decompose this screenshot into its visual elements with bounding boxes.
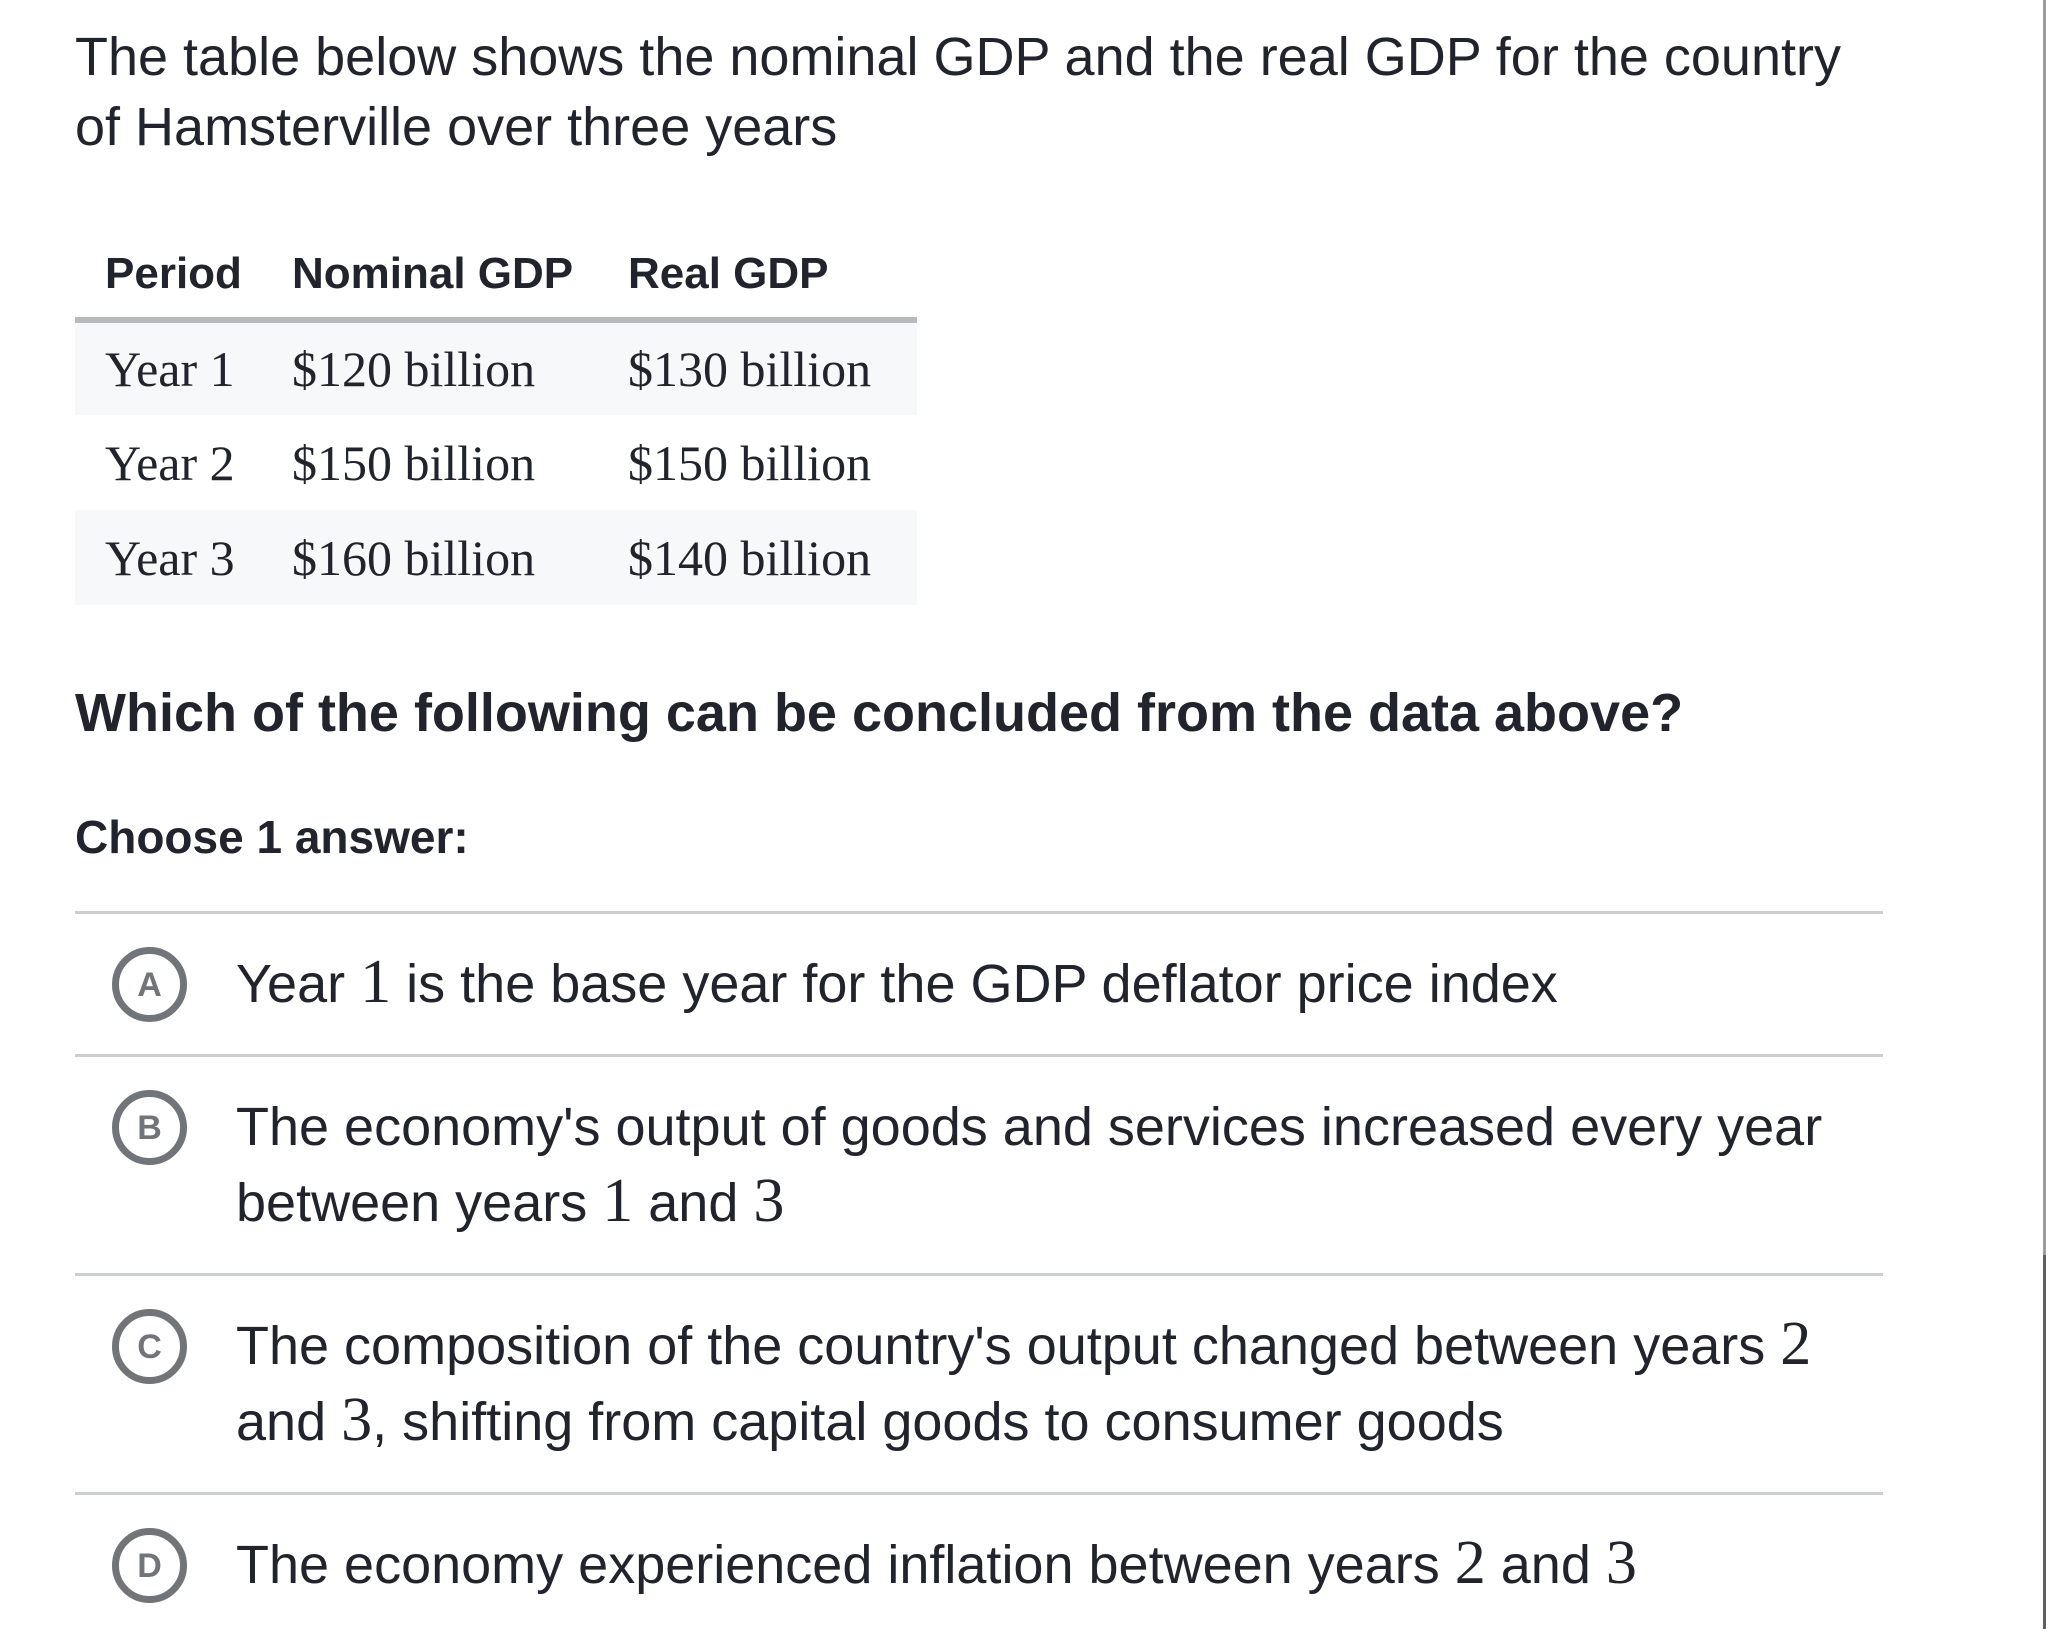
- option-letter: B: [137, 1108, 162, 1147]
- scrollbar-thumb[interactable]: [2043, 1255, 2046, 1629]
- math-number: 1: [360, 948, 392, 1016]
- table-row-year-3: Year 3 $160 billion $140 billion: [75, 510, 917, 605]
- cell-real-gdp: $140 billion: [628, 529, 872, 586]
- cell-period: Year 1: [105, 341, 235, 397]
- math-number: 3: [753, 1167, 785, 1235]
- cell-nominal-gdp: $150 billion: [292, 434, 536, 491]
- option-letter: A: [137, 965, 162, 1004]
- radio-circle-d[interactable]: D: [112, 1528, 187, 1603]
- cell-period: Year 2: [105, 434, 235, 491]
- column-header-period: Period: [75, 236, 262, 323]
- scrollbar-track[interactable]: [2043, 0, 2046, 1629]
- cell-period: Year 3: [105, 529, 235, 586]
- intro-line-2: of Hamsterville over three years: [75, 97, 838, 157]
- math-number: 1: [602, 1167, 634, 1235]
- answer-option-d[interactable]: D The economy experienced inflation betw…: [75, 1492, 1883, 1635]
- option-text: The economy experienced inflation betwee…: [236, 1529, 1637, 1597]
- column-header-real-gdp: Real GDP: [598, 236, 917, 323]
- gdp-table-header-row: Period Nominal GDP Real GDP: [75, 236, 917, 323]
- math-number: 2: [1780, 1310, 1812, 1378]
- math-number: 3: [341, 1386, 373, 1454]
- option-text: Year 1 is the base year for the GDP defl…: [236, 948, 1558, 1016]
- math-number: 2: [1454, 1529, 1486, 1597]
- cell-nominal-gdp: $120 billion: [292, 341, 536, 397]
- radio-circle-b[interactable]: B: [112, 1090, 187, 1165]
- cell-real-gdp: $130 billion: [628, 341, 872, 397]
- option-text: The economy's output of goods and servic…: [236, 1097, 1823, 1235]
- option-text: The composition of the country's output …: [236, 1310, 1812, 1454]
- gdp-table: Period Nominal GDP Real GDP Year 1 $120 …: [75, 236, 917, 605]
- radio-circle-c[interactable]: C: [112, 1309, 187, 1384]
- column-header-nominal-gdp: Nominal GDP: [262, 236, 598, 323]
- answer-option-b[interactable]: B The economy's output of goods and serv…: [75, 1054, 1883, 1273]
- choose-prompt: Choose 1 answer:: [75, 811, 469, 863]
- question-text: Which of the following can be concluded …: [75, 683, 1684, 743]
- cell-nominal-gdp: $160 billion: [292, 529, 536, 586]
- option-letter: D: [137, 1546, 162, 1585]
- question-intro: The table below shows the nominal GDP an…: [75, 22, 2048, 162]
- cell-real-gdp: $150 billion: [628, 434, 872, 491]
- radio-circle-a[interactable]: A: [112, 947, 187, 1022]
- table-row-year-2: Year 2 $150 billion $150 billion: [75, 415, 917, 510]
- answer-option-a[interactable]: A Year 1 is the base year for the GDP de…: [75, 911, 1883, 1054]
- intro-line-1: The table below shows the nominal GDP an…: [75, 27, 1841, 87]
- option-letter: C: [137, 1327, 162, 1366]
- answer-options: A Year 1 is the base year for the GDP de…: [75, 911, 1883, 1635]
- math-number: 3: [1605, 1529, 1637, 1597]
- answer-option-c[interactable]: C The composition of the country's outpu…: [75, 1273, 1883, 1492]
- table-row-year-1: Year 1 $120 billion $130 billion: [75, 320, 917, 415]
